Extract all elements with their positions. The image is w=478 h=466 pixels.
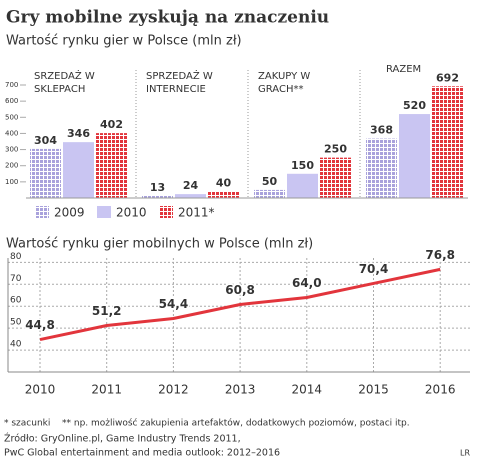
value-label: 520 xyxy=(403,99,426,112)
y-tick-label: 80 xyxy=(10,252,22,262)
y-tick-label: 600 xyxy=(5,97,18,105)
x-tick-label: 2014 xyxy=(292,383,323,397)
x-tick-label: 2010 xyxy=(25,383,56,397)
value-label: 64,0 xyxy=(292,276,322,290)
bar xyxy=(96,133,127,198)
y-tick-label: 70 xyxy=(10,274,22,284)
legend-label: 2011* xyxy=(178,206,215,220)
x-tick-label: 2011 xyxy=(91,383,122,397)
value-label: 150 xyxy=(291,159,314,172)
category-label: RAZEM xyxy=(386,63,422,76)
line xyxy=(39,267,441,342)
legend-swatch xyxy=(97,206,111,218)
footnote: ** np. możliwość zakupienia artefaktów, … xyxy=(62,418,410,429)
chart-title: Wartość rynku gier mobilnych w Polsce (m… xyxy=(6,237,313,252)
source: PwC Global entertainment and media outlo… xyxy=(4,448,280,459)
source: Źródło: GryOnline.pl, Game Industry Tren… xyxy=(4,433,241,445)
footnote: * szacunki xyxy=(4,419,50,429)
bar xyxy=(287,173,318,198)
x-tick-label: 2015 xyxy=(358,383,389,397)
y-tick-label: 60 xyxy=(10,296,22,306)
bar xyxy=(63,142,94,198)
value-label: 70,4 xyxy=(359,262,389,276)
value-label: 402 xyxy=(100,118,123,131)
category-label: SPRZEDAŻ W INTERNECIE xyxy=(146,70,236,96)
value-label: 13 xyxy=(150,181,165,194)
x-tick-label: 2013 xyxy=(225,383,256,397)
legend-swatch xyxy=(159,206,173,218)
bar xyxy=(142,195,173,198)
value-label: 346 xyxy=(67,127,90,140)
value-label: 24 xyxy=(183,179,199,192)
bar xyxy=(366,138,397,198)
value-label: 40 xyxy=(216,177,232,190)
value-label: 692 xyxy=(436,71,459,84)
y-tick-label: 700 xyxy=(5,81,18,89)
value-label: 76,8 xyxy=(425,248,455,262)
y-tick-label: 500 xyxy=(5,113,18,121)
value-label: 250 xyxy=(324,143,347,156)
value-label: 60,8 xyxy=(225,283,255,297)
x-tick-label: 2016 xyxy=(425,383,456,397)
credit: LR xyxy=(460,449,470,458)
legend-swatch xyxy=(35,206,49,218)
bar xyxy=(208,191,239,198)
value-label: 54,4 xyxy=(159,297,189,311)
category-label: SRZEDAŻ W SKLEPACH xyxy=(34,70,124,96)
value-label: 304 xyxy=(34,134,57,147)
main-title: Gry mobilne zyskują na znaczeniu xyxy=(6,8,329,28)
legend-label: 2010 xyxy=(116,206,147,220)
value-label: 51,2 xyxy=(92,304,122,318)
bar xyxy=(432,86,463,198)
legend-label: 2009 xyxy=(54,206,85,220)
value-label: 44,8 xyxy=(25,318,55,332)
chart-title: Wartość rynku gier w Polsce (mln zł) xyxy=(6,34,242,49)
y-tick-label: 300 xyxy=(5,146,18,154)
y-tick-label: 40 xyxy=(10,340,22,350)
y-tick-label: 50 xyxy=(10,318,22,328)
y-tick-label: 200 xyxy=(5,162,18,170)
x-tick-label: 2012 xyxy=(158,383,189,397)
y-tick-label: 400 xyxy=(5,129,18,137)
bar xyxy=(175,194,206,198)
value-label: 368 xyxy=(370,124,393,137)
bar xyxy=(254,189,285,198)
y-tick-label: 100 xyxy=(5,178,18,186)
value-label: 50 xyxy=(262,175,278,188)
bar xyxy=(399,114,430,198)
category-label: ZAKUPY W GRACH** xyxy=(258,70,348,96)
bar xyxy=(30,148,61,198)
bar xyxy=(320,157,351,198)
